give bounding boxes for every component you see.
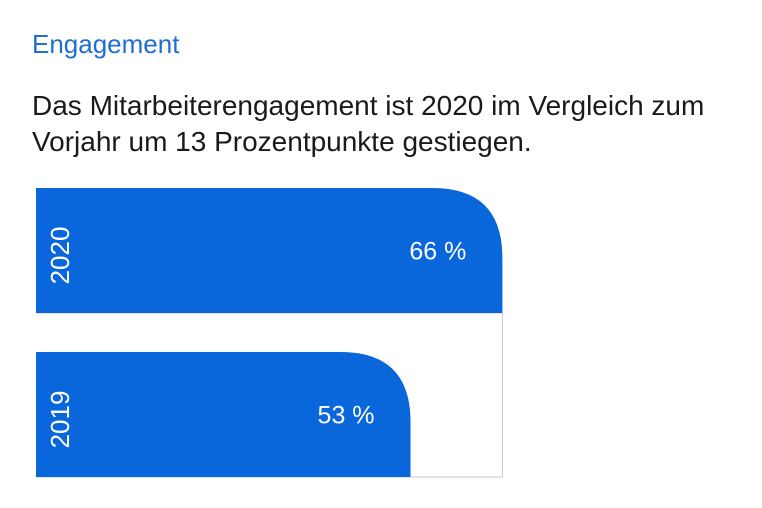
category-label-2020: 2020 xyxy=(45,227,75,285)
bar-2020 xyxy=(36,188,503,313)
value-label-2019: 53 % xyxy=(318,402,375,430)
chart-description: Das Mitarbeiterengagement ist 2020 im Ve… xyxy=(32,90,705,157)
bars: 2020 66 % 2019 53 % xyxy=(36,188,503,477)
value-label-2020: 66 % xyxy=(409,238,466,266)
chart-title: Engagement xyxy=(32,29,180,59)
bar-2019 xyxy=(36,352,411,477)
category-label-2019: 2019 xyxy=(45,391,75,449)
